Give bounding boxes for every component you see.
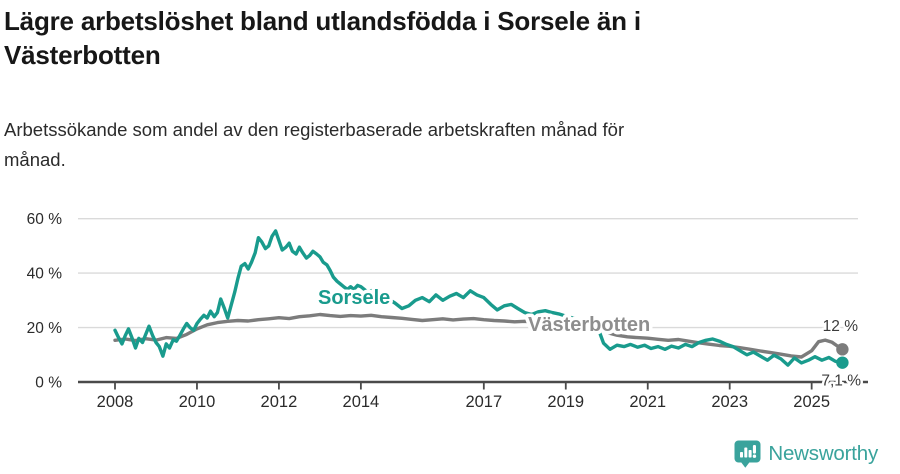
end-value-label-västerbotten: 12 %: [823, 318, 859, 335]
y-tick-label-20: 20 %: [27, 320, 63, 337]
chart-title-line2: Västerbotten: [4, 40, 161, 70]
y-tick-label-60: 60 %: [27, 211, 63, 228]
x-tick-label-2008: 2008: [97, 393, 134, 411]
y-tick-label-0: 0 %: [35, 375, 62, 392]
chart-title: Lägre arbetslöshet bland utlandsfödda i …: [4, 4, 864, 72]
x-tick-label-2012: 2012: [261, 393, 298, 411]
series-line-västerbotten: [113, 312, 845, 359]
chart-subtitle-line2: månad.: [4, 149, 66, 170]
x-tick-label-2014: 2014: [343, 393, 380, 411]
x-tick-label-2010: 2010: [179, 393, 216, 411]
chart-subtitle: Arbetssökande som andel av den registerb…: [4, 115, 864, 175]
x-tick-label-2019: 2019: [547, 393, 584, 411]
newsworthy-bubble-icon: [734, 440, 761, 468]
y-tick-label-40: 40 %: [27, 266, 63, 283]
newsworthy-wordmark: Newsworthy: [768, 442, 878, 465]
chart-title-line1: Lägre arbetslöshet bland utlandsfödda i …: [4, 6, 641, 36]
x-tick-label-2017: 2017: [465, 393, 502, 411]
end-value-label-sorsele: 7,1 %: [821, 373, 861, 390]
series-end-dot-sorsele: [836, 356, 849, 369]
chart-subtitle-line1: Arbetssökande som andel av den registerb…: [4, 119, 625, 140]
x-tick-label-2025: 2025: [793, 393, 830, 411]
series-label-västerbotten: Västerbotten: [528, 314, 650, 336]
series-end-dot-västerbotten: [836, 343, 849, 356]
series-line-sorsele: [113, 229, 845, 367]
x-tick-label-2023: 2023: [711, 393, 748, 411]
newsworthy-logo[interactable]: Newsworthy: [734, 439, 878, 469]
x-tick-label-2021: 2021: [629, 393, 666, 411]
series-label-sorsele: Sorsele: [318, 287, 390, 309]
